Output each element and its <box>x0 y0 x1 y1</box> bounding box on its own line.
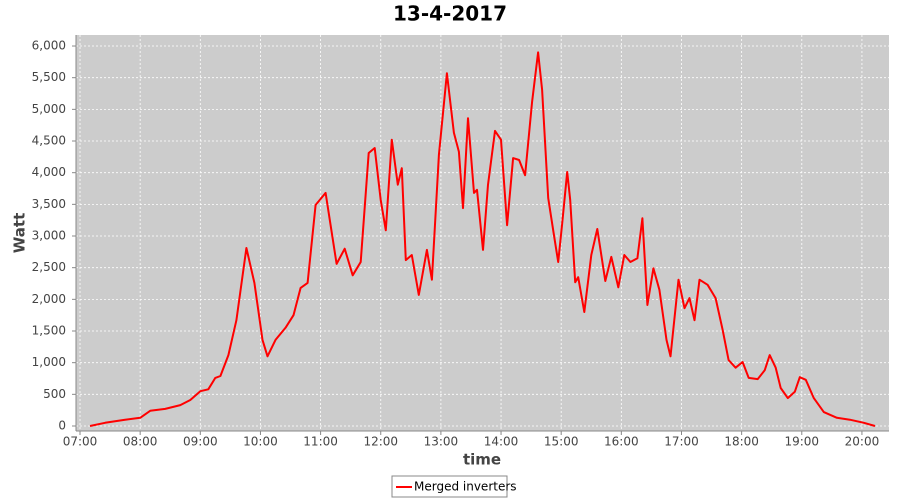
legend-label: Merged inverters <box>414 480 517 494</box>
series-line <box>89 51 876 427</box>
x-tick-label: 11:00 <box>303 435 338 449</box>
y-axis-label: Watt <box>11 213 29 253</box>
x-tick-label: 13:00 <box>424 435 459 449</box>
plot-area <box>76 35 889 431</box>
x-tick-label: 12:00 <box>363 435 398 449</box>
y-tick-label: 4,500 <box>32 134 66 148</box>
x-tick-label: 10:00 <box>243 435 278 449</box>
y-tick-label: 4,000 <box>32 165 66 179</box>
y-tick-label: 0 <box>58 418 66 432</box>
x-tick-label: 15:00 <box>544 435 579 449</box>
y-tick-label: 2,500 <box>32 260 66 274</box>
x-tick-label: 09:00 <box>183 435 218 449</box>
x-tick-label: 17:00 <box>664 435 699 449</box>
y-tick-label: 3,500 <box>32 197 66 211</box>
x-tick-label: 18:00 <box>724 435 759 449</box>
y-tick-label: 5,000 <box>32 102 66 116</box>
x-tick-label: 14:00 <box>484 435 519 449</box>
x-axis-label: time <box>463 451 501 469</box>
x-tick-label: 20:00 <box>845 435 880 449</box>
chart-title: 13-4-2017 <box>393 2 507 26</box>
x-tick-label: 19:00 <box>784 435 819 449</box>
y-tick-label: 2,000 <box>32 292 66 306</box>
y-tick-label: 500 <box>43 387 66 401</box>
x-tick-label: 16:00 <box>604 435 639 449</box>
legend-box <box>391 475 508 498</box>
y-tick-label: 3,000 <box>32 229 66 243</box>
x-tick-label: 08:00 <box>123 435 158 449</box>
y-tick-label: 1,000 <box>32 355 66 369</box>
y-tick-label: 6,000 <box>32 39 66 53</box>
y-tick-label: 5,500 <box>32 70 66 84</box>
y-tick-label: 1,500 <box>32 324 66 338</box>
x-tick-label: 07:00 <box>63 435 98 449</box>
